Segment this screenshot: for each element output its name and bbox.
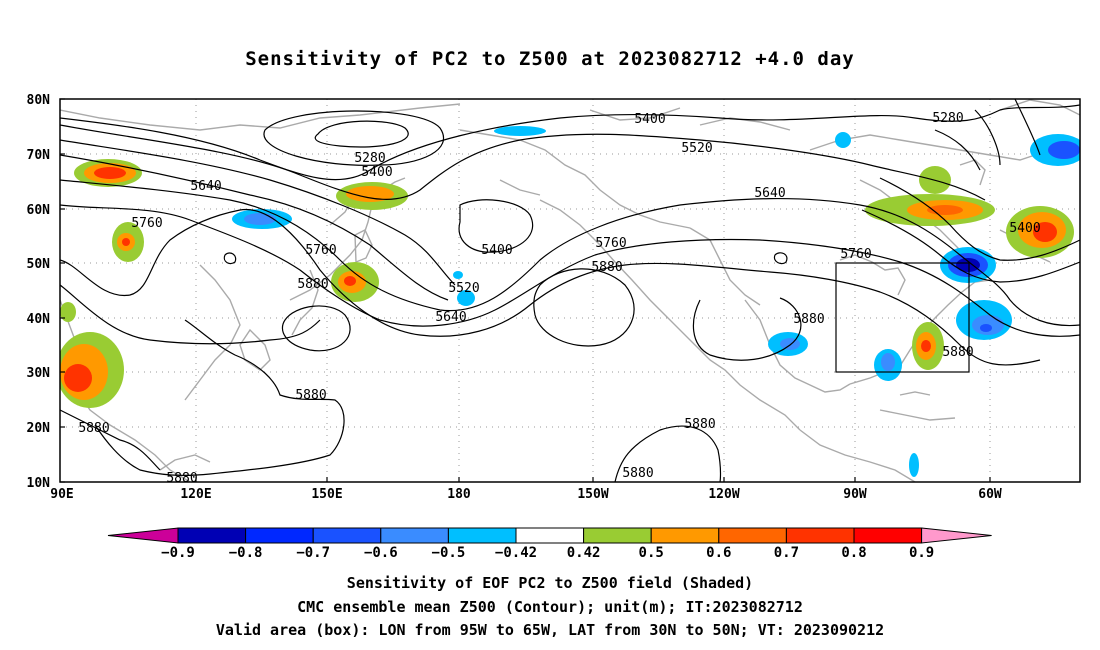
colorbar-swatch (515, 527, 585, 544)
colorbar-tick-label: −0.9 (161, 545, 195, 561)
caption-shading: Sensitivity of EOF PC2 to Z500 field (Sh… (346, 574, 754, 592)
colorbar-tick-label: 0.5 (639, 545, 664, 561)
lon-label: 120W (708, 487, 739, 502)
contour-label: 5400 (361, 165, 392, 180)
longitude-labels: 90E 120E 150E 180 150W 120W 90W 60W (50, 487, 1002, 502)
contour-label: 5640 (190, 179, 221, 194)
lon-label: 150W (577, 487, 608, 502)
contour-label: 5880 (793, 312, 824, 327)
contour-label: 5880 (295, 388, 326, 403)
contour-label: 5760 (305, 243, 336, 258)
colorbar-swatch (380, 527, 449, 544)
z500-contours (60, 99, 1080, 482)
chart-title: Sensitivity of PC2 to Z500 at 2023082712… (245, 48, 855, 70)
contour-label: 5520 (681, 141, 712, 156)
colorbar-tick-label: −0.8 (229, 545, 263, 561)
contour-label: 5400 (634, 112, 665, 127)
colorbar-swatch (245, 527, 314, 544)
contour-labels: 5400 5280 5280 5400 5520 5640 5640 5760 … (78, 111, 1040, 486)
caption-valid-area: Valid area (box): LON from 95W to 65W, L… (215, 621, 885, 639)
colorbar-tick-label: 0.7 (774, 545, 799, 561)
colorbar-swatch (718, 527, 787, 544)
lon-label: 120E (180, 487, 211, 502)
colorbar-tick-label: 0.8 (841, 545, 866, 561)
colorbar-swatch (853, 527, 923, 544)
gridlines (60, 99, 1080, 482)
lat-label: 70N (27, 148, 51, 163)
map-plot-area (60, 99, 1080, 482)
valid-area-box (835, 262, 970, 373)
colorbar-max-arrow (921, 527, 992, 544)
contour-label: 5520 (448, 281, 479, 296)
colorbar-swatch (447, 527, 517, 544)
colorbar-min-arrow (107, 527, 179, 544)
lat-label: 40N (27, 312, 51, 327)
contour-label: 5400 (481, 243, 512, 258)
colorbar-tick-label: 0.42 (567, 545, 601, 561)
contour-label: 5880 (78, 421, 109, 436)
colorbar-tick-label: −0.42 (495, 545, 537, 561)
colorbar-tick-label: 0.6 (706, 545, 731, 561)
contour-label: 5760 (595, 236, 626, 251)
map-frame (59, 98, 1081, 483)
lon-label: 60W (978, 487, 1002, 502)
axis-ticks (60, 98, 991, 483)
contour-label: 5880 (297, 277, 328, 292)
contour-label: 5880 (942, 345, 973, 360)
lon-label: 180 (447, 487, 471, 502)
lon-label: 90W (843, 487, 867, 502)
contour-label: 5880 (684, 417, 715, 432)
latitude-labels: 80N 70N 60N 50N 40N 30N 20N 10N (27, 93, 51, 491)
lon-label: 90E (50, 487, 73, 502)
colorbar-tick-label: 0.9 (909, 545, 934, 561)
contour-label: 5280 (354, 151, 385, 166)
lat-label: 50N (27, 257, 51, 272)
contour-label: 5880 (166, 471, 197, 486)
colorbar-swatch (785, 527, 855, 544)
colorbar-swatch (177, 527, 247, 544)
lon-label: 150E (311, 487, 342, 502)
colorbar-swatch (650, 527, 720, 544)
colorbar-tick-label: −0.6 (364, 545, 398, 561)
colorbar-swatch (583, 527, 652, 544)
contour-label: 5880 (591, 260, 622, 275)
contour-label: 5760 (131, 216, 162, 231)
contour-label: 5640 (435, 310, 466, 325)
lat-label: 80N (27, 93, 51, 108)
lat-label: 20N (27, 421, 51, 436)
contour-label: 5760 (840, 247, 871, 262)
lat-label: 10N (27, 476, 51, 491)
colorbar: −0.9 −0.8 −0.7 −0.6 −0.5 −0.42 0.42 0.5 0.6 0.7 0.… (107, 527, 992, 561)
contour-label: 5280 (932, 111, 963, 126)
lat-label: 60N (27, 203, 51, 218)
colorbar-swatch (312, 527, 382, 544)
contour-label: 5880 (622, 466, 653, 481)
colorbar-tick-label: −0.5 (432, 545, 466, 561)
sensitivity-shading (60, 126, 1080, 477)
contour-label: 5400 (1009, 221, 1040, 236)
caption-contour: CMC ensemble mean Z500 (Contour); unit(m… (297, 598, 803, 616)
lat-label: 30N (27, 366, 51, 381)
contour-label: 5640 (754, 186, 785, 201)
colorbar-tick-label: −0.7 (296, 545, 330, 561)
